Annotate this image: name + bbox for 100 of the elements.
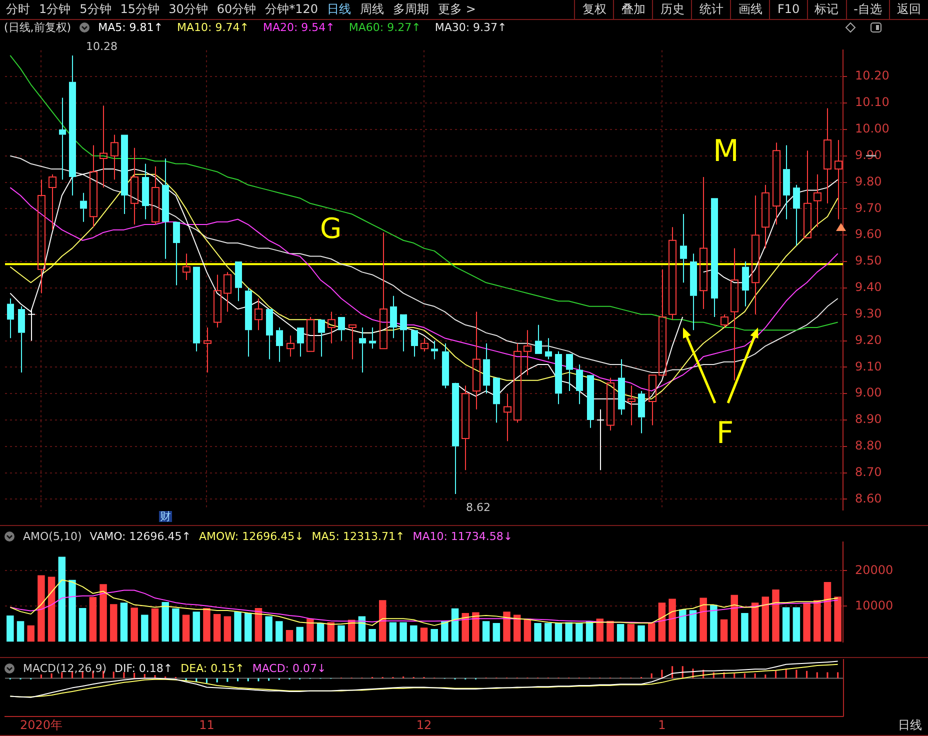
y-tick-label: 8.60: [855, 491, 882, 506]
candlestick: [369, 327, 376, 350]
bar: [327, 622, 335, 642]
bar: [120, 602, 128, 642]
text: 周线: [360, 1, 384, 18]
text: 标记: [806, 0, 846, 19]
candlestick: [235, 262, 242, 302]
bar: [224, 616, 232, 642]
candlestick: [834, 140, 842, 220]
candlestick: [658, 268, 666, 376]
bar: [38, 575, 45, 642]
bar: [627, 624, 635, 642]
candlestick: [173, 222, 180, 286]
bar: [668, 598, 676, 642]
candlestick: [400, 314, 407, 352]
bar: [162, 602, 169, 642]
annotation: MA5: 12313.71↑: [312, 530, 405, 543]
bar: [814, 600, 821, 642]
candlestick: [462, 385, 470, 471]
bar: [554, 622, 562, 642]
text: 15分钟: [120, 1, 160, 18]
candlestick: [730, 248, 738, 381]
candlestick: [276, 327, 283, 362]
y-tick-label: 9.10: [855, 359, 882, 374]
y-tick-label: 9.70: [855, 200, 882, 215]
bar: [276, 621, 283, 642]
bar: [524, 618, 532, 642]
text: 财: [159, 510, 172, 523]
bar: [265, 616, 272, 642]
annotation: 10.28: [86, 40, 118, 53]
y-tick-label: 10.20: [855, 68, 890, 83]
candlestick: [390, 295, 397, 339]
text: 30分钟: [168, 1, 208, 18]
bar: [203, 608, 210, 642]
text: 分钟*120: [265, 1, 318, 18]
text: 复权: [574, 0, 614, 19]
candlestick: [59, 97, 66, 180]
candlestick: [328, 311, 336, 344]
candlestick: [182, 253, 190, 280]
bar: [68, 580, 76, 642]
candlestick: [555, 350, 562, 405]
candlestick: [214, 274, 222, 328]
bar: [710, 604, 718, 642]
text: 历史: [652, 0, 692, 19]
bar: [648, 622, 656, 642]
candlestick: [18, 306, 25, 373]
annotation: MA10: 11734.58↓: [412, 530, 513, 543]
bar: [244, 612, 252, 642]
candlestick: [493, 378, 500, 424]
candlestick: [297, 328, 304, 358]
candlestick: [606, 377, 614, 432]
text: 统计: [691, 0, 730, 19]
candlestick: [7, 298, 14, 339]
candlestick: [483, 342, 490, 394]
bar: [172, 608, 180, 642]
bar: [679, 609, 686, 642]
bar: [338, 625, 345, 642]
bar: [441, 621, 448, 642]
bar: [596, 618, 604, 642]
bar: [89, 596, 97, 642]
candlestick: [254, 298, 262, 331]
bar: [78, 608, 86, 642]
annotation: VAMO: 12696.45↑: [90, 530, 191, 543]
candlestick: [69, 54, 76, 196]
bar: [576, 622, 583, 642]
candlestick: [442, 342, 449, 389]
candlestick: [162, 158, 169, 260]
bar: [689, 610, 697, 642]
bar: [182, 614, 190, 642]
candlestick: [318, 320, 325, 358]
bar: [286, 630, 294, 642]
y-tick-label: 8.90: [855, 412, 882, 426]
candlestick: [142, 163, 149, 220]
bar: [472, 612, 480, 642]
bar: [492, 622, 500, 642]
candlestick: [524, 330, 532, 376]
bar: [606, 620, 614, 642]
bar: [48, 576, 56, 642]
bar: [720, 619, 728, 642]
y-tick-label: 8.80: [855, 438, 882, 453]
text: 更多 >: [438, 1, 476, 18]
text: MA60: 9.27↑: [348, 21, 421, 34]
candlestick: [668, 226, 676, 320]
y-tick-label: 10000: [855, 598, 894, 612]
x-tick-label: 11: [199, 718, 214, 732]
candlestick: [504, 393, 512, 442]
bar: [296, 626, 304, 642]
candlestick: [638, 390, 645, 434]
bar: [420, 628, 428, 642]
candlestick: [266, 309, 273, 360]
y-tick-label: 9.00: [855, 386, 882, 400]
candlestick: [814, 174, 822, 228]
candlestick: [28, 308, 36, 342]
candlestick: [380, 232, 388, 350]
candlestick: [514, 342, 522, 424]
candlestick: [772, 142, 780, 226]
candlestick: [420, 338, 428, 352]
bar: [130, 608, 138, 642]
chart-title: (日线,前复权): [4, 20, 72, 35]
bar: [389, 622, 397, 642]
